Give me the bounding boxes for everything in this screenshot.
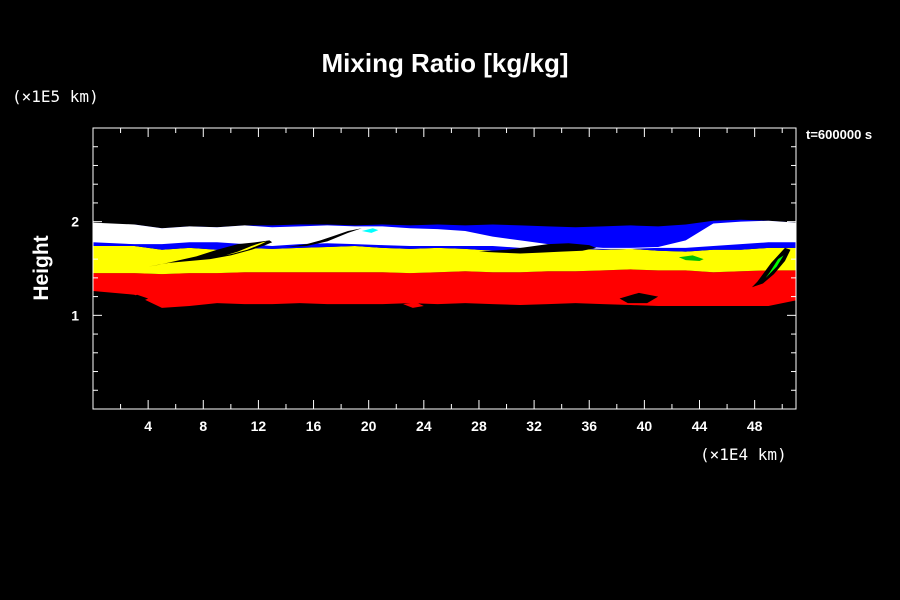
- time-annotation: t=600000 s: [806, 127, 872, 142]
- mixing-feature-2: [285, 228, 362, 247]
- mixing-feature-4: [225, 241, 267, 256]
- mixing-feature-8: [403, 302, 424, 308]
- x-tick-label: 28: [471, 418, 487, 434]
- mixing-feature-7: [361, 228, 379, 233]
- mixing-feature-5: [765, 255, 784, 278]
- x-tick-label: 48: [747, 418, 763, 434]
- x-tick-label: 16: [306, 418, 322, 434]
- mixing-feature-6: [678, 255, 704, 262]
- mixing-feature-10: [619, 292, 659, 304]
- x-tick-label: 44: [692, 418, 708, 434]
- x-tick-label: 36: [581, 418, 597, 434]
- y-tick-label: 2: [71, 214, 79, 230]
- mixing-band-1: [93, 246, 796, 275]
- x-tick-label: 4: [144, 418, 152, 434]
- plot-frame: [92, 127, 797, 410]
- x-tick-label: 24: [416, 418, 432, 434]
- mixing-band-0: [93, 269, 796, 308]
- mixing-ratio-fields: [93, 219, 796, 308]
- x-tick-label: 20: [361, 418, 377, 434]
- x-axis-unit: (×1E4 km): [700, 445, 787, 464]
- x-tick-label: 12: [251, 418, 267, 434]
- y-axis-unit: (×1E5 km): [12, 87, 99, 106]
- x-tick-label: 40: [637, 418, 653, 434]
- mixing-feature-9: [126, 294, 149, 303]
- mixing-feature-0: [148, 240, 273, 267]
- x-tick-label: 8: [199, 418, 207, 434]
- mixing-feature-1: [478, 243, 597, 254]
- y-axis-label: Height: [30, 235, 53, 300]
- chart-title: Mixing Ratio [kg/kg]: [322, 48, 569, 78]
- x-tick-label: 32: [526, 418, 542, 434]
- y-tick-label: 1: [71, 307, 79, 323]
